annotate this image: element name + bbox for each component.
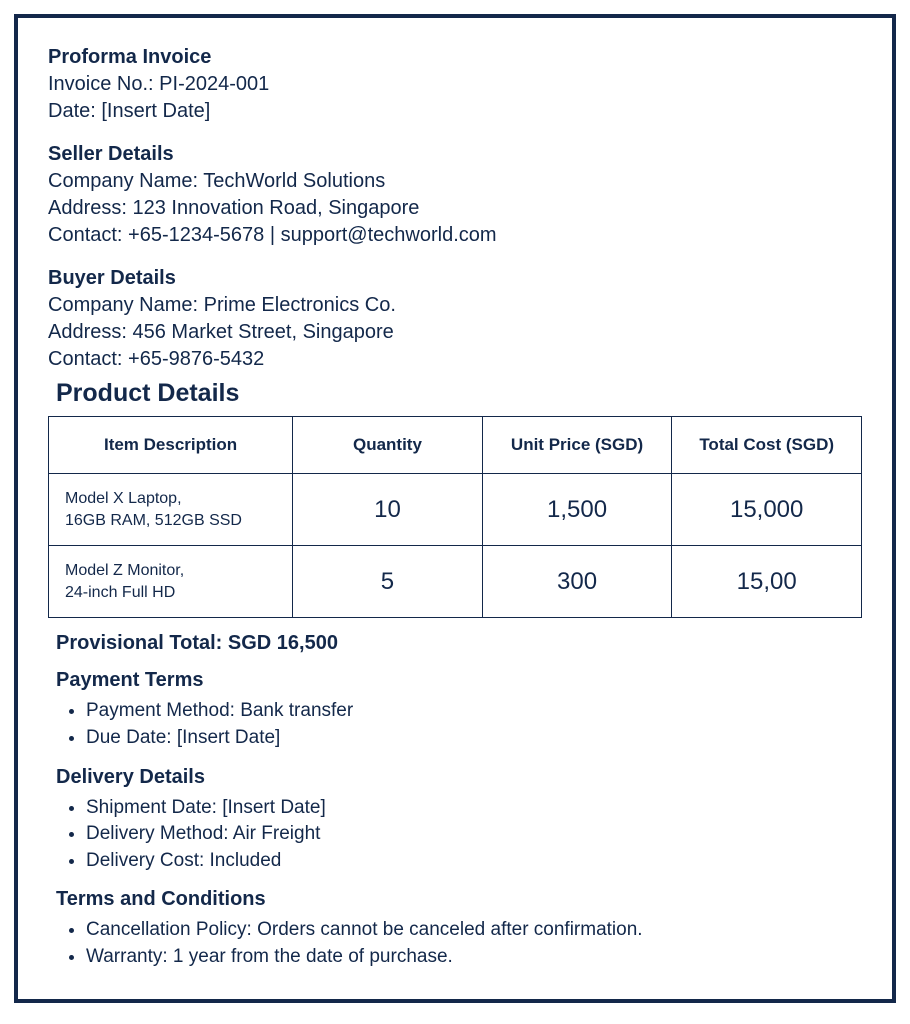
product-table-header-row: Item Description Quantity Unit Price (SG…	[49, 417, 862, 474]
buyer-address-label: Address:	[48, 321, 127, 343]
seller-heading: Seller Details	[48, 143, 862, 166]
desc-line: 16GB RAM, 512GB SSD	[65, 512, 242, 529]
list-item: Shipment Date: [Insert Date]	[86, 795, 862, 822]
desc-line: 24-inch Full HD	[65, 584, 175, 601]
seller-address-value: 123 Innovation Road, Singapore	[133, 197, 420, 219]
buyer-contact-value: +65-9876-5432	[128, 348, 264, 370]
invoice-number-line: Invoice No.: PI-2024-001	[48, 71, 862, 98]
seller-contact-label: Contact:	[48, 224, 122, 246]
cell-description: Model Z Monitor, 24-inch Full HD	[49, 546, 293, 618]
delivery-details-section: Delivery Details Shipment Date: [Insert …	[56, 766, 862, 875]
col-quantity: Quantity	[293, 417, 483, 474]
col-total-cost: Total Cost (SGD)	[672, 417, 862, 474]
list-item: Due Date: [Insert Date]	[86, 725, 862, 752]
provisional-total: Provisional Total: SGD 16,500	[56, 632, 862, 655]
invoice-title: Proforma Invoice	[48, 46, 862, 69]
product-table: Item Description Quantity Unit Price (SG…	[48, 416, 862, 618]
col-item-description: Item Description	[49, 417, 293, 474]
invoice-header-section: Proforma Invoice Invoice No.: PI-2024-00…	[48, 46, 862, 125]
list-item: Delivery Method: Air Freight	[86, 821, 862, 848]
payment-terms-heading: Payment Terms	[56, 669, 862, 692]
invoice-number-label: Invoice No.:	[48, 73, 154, 95]
list-item: Delivery Cost: Included	[86, 848, 862, 875]
seller-section: Seller Details Company Name: TechWorld S…	[48, 143, 862, 249]
seller-contact-line: Contact: +65-1234-5678 | support@techwor…	[48, 222, 862, 249]
buyer-company-value: Prime Electronics Co.	[204, 294, 396, 316]
buyer-company-line: Company Name: Prime Electronics Co.	[48, 292, 862, 319]
desc-line: Model X Laptop,	[65, 490, 182, 507]
col-unit-price: Unit Price (SGD)	[482, 417, 672, 474]
delivery-details-list: Shipment Date: [Insert Date] Delivery Me…	[56, 795, 862, 875]
buyer-contact-line: Contact: +65-9876-5432	[48, 346, 862, 373]
cell-quantity: 10	[293, 474, 483, 546]
list-item: Warranty: 1 year from the date of purcha…	[86, 944, 862, 971]
seller-contact-value: +65-1234-5678 | support@techworld.com	[128, 224, 497, 246]
seller-company-value: TechWorld Solutions	[203, 170, 385, 192]
product-details-heading: Product Details	[56, 379, 862, 408]
cell-total: 15,00	[672, 546, 862, 618]
buyer-address-line: Address: 456 Market Street, Singapore	[48, 319, 862, 346]
invoice-date-value: [Insert Date]	[101, 100, 210, 122]
payment-terms-list: Payment Method: Bank transfer Due Date: …	[56, 698, 862, 751]
cell-unit-price: 1,500	[482, 474, 672, 546]
terms-conditions-list: Cancellation Policy: Orders cannot be ca…	[56, 917, 862, 970]
list-item: Payment Method: Bank transfer	[86, 698, 862, 725]
payment-terms-section: Payment Terms Payment Method: Bank trans…	[56, 669, 862, 751]
buyer-address-value: 456 Market Street, Singapore	[133, 321, 394, 343]
table-row: Model Z Monitor, 24-inch Full HD 5 300 1…	[49, 546, 862, 618]
table-row: Model X Laptop, 16GB RAM, 512GB SSD 10 1…	[49, 474, 862, 546]
buyer-contact-label: Contact:	[48, 348, 122, 370]
cell-description: Model X Laptop, 16GB RAM, 512GB SSD	[49, 474, 293, 546]
desc-line: Model Z Monitor,	[65, 562, 184, 579]
terms-conditions-section: Terms and Conditions Cancellation Policy…	[56, 888, 862, 970]
cell-quantity: 5	[293, 546, 483, 618]
invoice-number-value: PI-2024-001	[159, 73, 269, 95]
delivery-details-heading: Delivery Details	[56, 766, 862, 789]
list-item: Cancellation Policy: Orders cannot be ca…	[86, 917, 862, 944]
cell-total: 15,000	[672, 474, 862, 546]
buyer-company-label: Company Name:	[48, 294, 198, 316]
invoice-container: Proforma Invoice Invoice No.: PI-2024-00…	[14, 14, 896, 1003]
seller-address-line: Address: 123 Innovation Road, Singapore	[48, 195, 862, 222]
invoice-date-label: Date:	[48, 100, 96, 122]
buyer-heading: Buyer Details	[48, 267, 862, 290]
seller-address-label: Address:	[48, 197, 127, 219]
cell-unit-price: 300	[482, 546, 672, 618]
seller-company-line: Company Name: TechWorld Solutions	[48, 168, 862, 195]
buyer-section: Buyer Details Company Name: Prime Electr…	[48, 267, 862, 373]
invoice-date-line: Date: [Insert Date]	[48, 98, 862, 125]
terms-conditions-heading: Terms and Conditions	[56, 888, 862, 911]
seller-company-label: Company Name:	[48, 170, 198, 192]
